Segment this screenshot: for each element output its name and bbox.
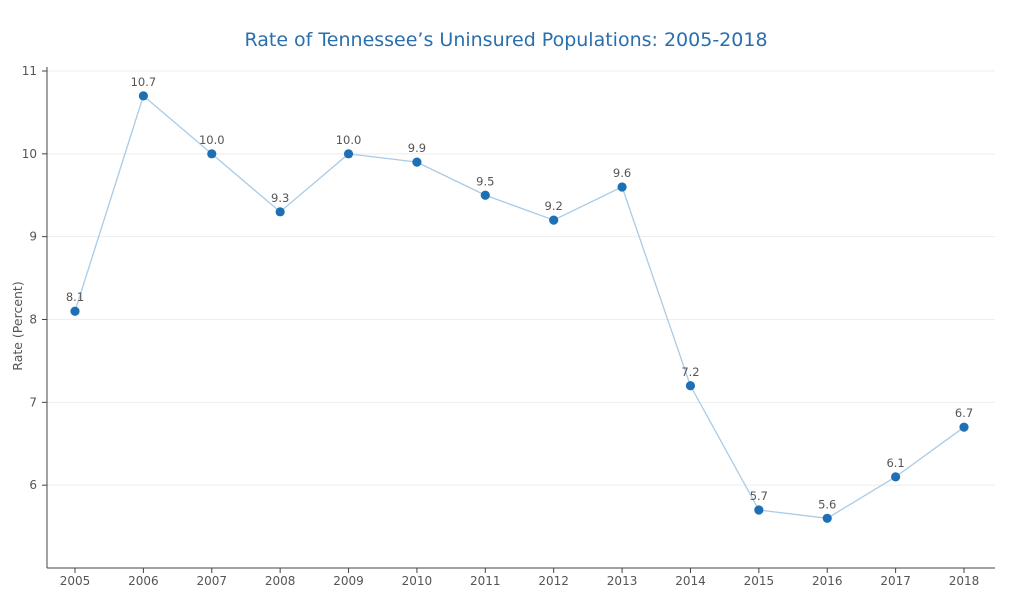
data-label: 5.6 (818, 497, 836, 511)
gridlines (47, 70, 995, 486)
y-axis-label: Rate (Percent) (10, 281, 25, 370)
y-tick-label: 8 (29, 313, 37, 327)
x-tick-label: 2011 (470, 574, 501, 588)
data-label: 7.2 (681, 365, 699, 379)
data-label: 9.6 (613, 166, 631, 180)
data-point[interactable] (343, 149, 354, 159)
data-label: 9.2 (545, 199, 563, 213)
x-tick-label: 2009 (333, 574, 364, 588)
data-label: 6.7 (955, 406, 973, 420)
x-tick-label: 2016 (812, 574, 843, 588)
data-point[interactable] (822, 513, 832, 523)
x-tick-label: 2012 (538, 574, 569, 588)
data-point[interactable] (549, 215, 559, 225)
data-series (70, 91, 969, 523)
y-tick-label: 9 (29, 230, 37, 244)
data-label: 9.9 (408, 141, 426, 155)
data-labels: 8.1 10.7 10.0 9.3 10.0 9.9 9.5 9.2 9.6 7.2 5.7 5.6 6… (66, 75, 973, 511)
data-point[interactable] (412, 157, 422, 167)
axes: 6 7 8 9 10 11 2005 2006 2007 2008 2009 2010 2011 2012… (22, 64, 995, 588)
data-label: 10.0 (336, 133, 362, 147)
data-label: 10.7 (131, 75, 157, 89)
data-point[interactable] (70, 306, 80, 316)
x-tick-label: 2015 (744, 574, 775, 588)
x-tick-label: 2010 (402, 574, 433, 588)
x-tick-label: 2005 (60, 574, 91, 588)
data-point[interactable] (207, 149, 217, 159)
data-label: 6.1 (886, 456, 904, 470)
x-tick-label: 2017 (880, 574, 911, 588)
data-point[interactable] (617, 182, 627, 192)
data-label: 10.0 (199, 133, 225, 147)
y-tick-label: 10 (22, 147, 37, 161)
y-tick-label: 7 (29, 395, 37, 409)
data-point[interactable] (685, 381, 696, 391)
x-tick-label: 2013 (607, 574, 638, 588)
x-tick-label: 2008 (265, 574, 296, 588)
data-point[interactable] (480, 190, 490, 200)
data-label: 8.1 (66, 290, 84, 304)
data-point[interactable] (138, 91, 148, 101)
data-point[interactable] (959, 422, 969, 432)
data-label: 9.5 (476, 174, 494, 188)
data-label: 9.3 (271, 191, 289, 205)
series-line (74, 94, 965, 519)
data-point[interactable] (754, 505, 764, 515)
x-tick-label: 2014 (675, 574, 706, 588)
x-tick-label: 2018 (949, 574, 980, 588)
data-point[interactable] (275, 207, 285, 217)
x-tick-label: 2006 (128, 574, 159, 588)
chart-title: Rate of Tennessee’s Uninsured Population… (244, 29, 767, 51)
y-tick-label: 6 (29, 478, 37, 492)
data-point[interactable] (891, 472, 901, 482)
y-tick-label: 11 (22, 64, 37, 78)
x-tick-label: 2007 (196, 574, 227, 588)
data-label: 5.7 (750, 489, 768, 503)
